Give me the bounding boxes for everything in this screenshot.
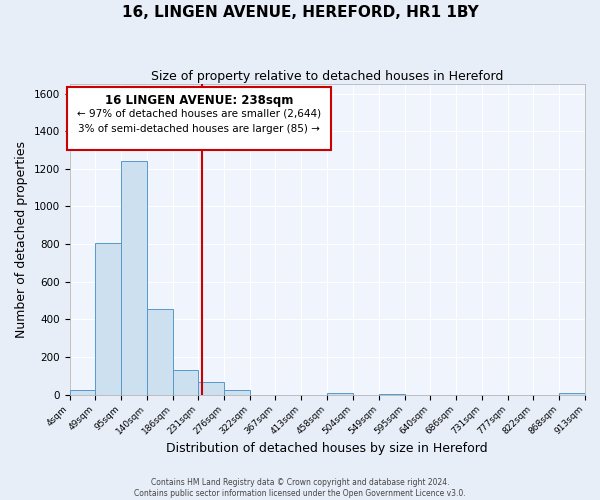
Text: ← 97% of detached houses are smaller (2,644): ← 97% of detached houses are smaller (2,… [77,108,321,118]
Bar [121,162,146,394]
Text: Contains HM Land Registry data © Crown copyright and database right 2024.
Contai: Contains HM Land Registry data © Crown c… [134,478,466,498]
Title: Size of property relative to detached houses in Hereford: Size of property relative to detached ho… [151,70,503,83]
Text: 16 LINGEN AVENUE: 238sqm: 16 LINGEN AVENUE: 238sqm [104,94,293,106]
Bar [95,243,121,394]
Text: 3% of semi-detached houses are larger (85) →: 3% of semi-detached houses are larger (8… [78,124,320,134]
Bar [173,370,198,394]
Bar [146,309,173,394]
Text: 16, LINGEN AVENUE, HEREFORD, HR1 1BY: 16, LINGEN AVENUE, HEREFORD, HR1 1BY [122,5,478,20]
X-axis label: Distribution of detached houses by size in Hereford: Distribution of detached houses by size … [166,442,488,455]
Bar [327,393,353,394]
Bar [224,390,250,394]
FancyBboxPatch shape [67,88,331,150]
Bar [559,393,585,394]
Y-axis label: Number of detached properties: Number of detached properties [15,141,28,338]
Bar [198,382,224,394]
Bar [70,390,95,394]
